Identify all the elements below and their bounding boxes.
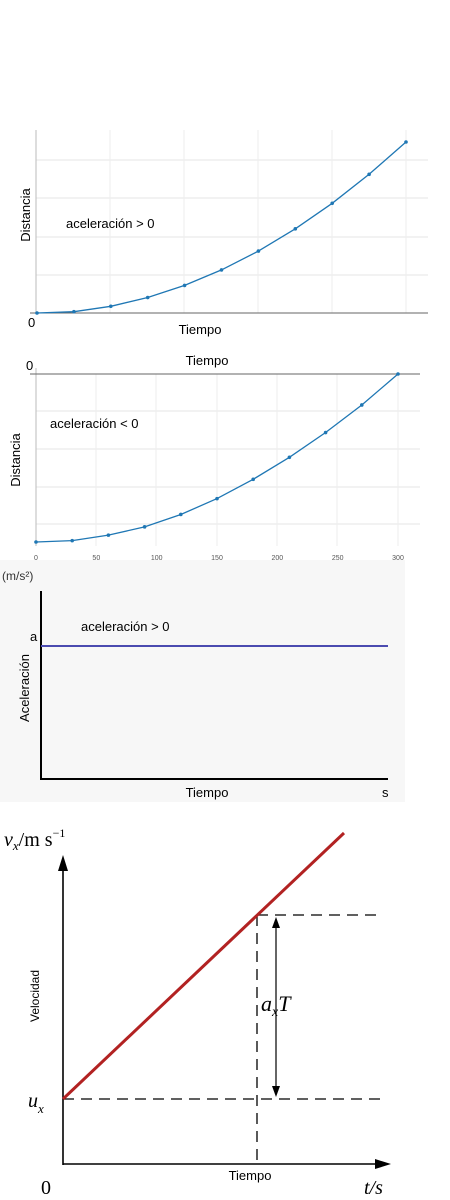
chart4-series-line bbox=[61, 831, 346, 1101]
chart3-background bbox=[0, 560, 405, 802]
chart2-xlabel: Tiempo bbox=[186, 353, 229, 368]
chart2-point bbox=[215, 496, 219, 501]
chart-distance-positive: 0 Tiempo Distancia aceleración > 0 bbox=[18, 130, 428, 337]
chart4-intercept-var: u bbox=[28, 1090, 38, 1112]
chart4-y-unit-sub: x bbox=[12, 838, 19, 853]
chart1-ylabel: Distancia bbox=[18, 187, 33, 241]
chart4-x-unit: t/s bbox=[364, 1177, 383, 1199]
chart3-xlabel: Tiempo bbox=[186, 785, 229, 800]
chart4-intercept-sub: x bbox=[37, 1101, 44, 1116]
chart1-grid bbox=[36, 130, 428, 313]
chart2-x-tick-label: 200 bbox=[271, 555, 283, 562]
chart4-delta-var: a bbox=[261, 991, 272, 1016]
chart2-annotation: aceleración < 0 bbox=[50, 416, 139, 431]
chart2-point bbox=[287, 455, 292, 460]
chart1-point bbox=[35, 311, 39, 315]
chart4-x-arrow bbox=[375, 1159, 391, 1169]
chart-acceleration-constant: (m/s²) a aceleración > 0 Aceleración Tie… bbox=[0, 560, 405, 802]
chart1-point bbox=[367, 172, 371, 177]
chart2-point bbox=[251, 477, 255, 482]
chart4-y-arrow bbox=[58, 855, 68, 871]
chart2-point bbox=[179, 512, 183, 517]
chart2-grid bbox=[36, 374, 420, 546]
chart1-xlabel: Tiempo bbox=[179, 322, 222, 337]
chart4-delta-sub: x bbox=[271, 1005, 279, 1020]
chart2-point bbox=[360, 403, 364, 407]
chart3-annotation: aceleración > 0 bbox=[81, 619, 170, 634]
chart1-point bbox=[145, 295, 150, 300]
chart4-origin-label: 0 bbox=[41, 1177, 51, 1199]
chart4-intercept-label: ux bbox=[28, 1090, 44, 1116]
chart3-y-unit: (m/s²) bbox=[2, 569, 33, 583]
chart1-point bbox=[256, 249, 261, 253]
chart1-point bbox=[293, 227, 298, 231]
chart3-a-marker: a bbox=[30, 629, 38, 644]
chart4-delta-label: axT bbox=[261, 991, 292, 1020]
chart2-ylabel: Distancia bbox=[8, 432, 23, 486]
chart3-ylabel: Aceleración bbox=[17, 654, 32, 722]
chart4-y-unit-rest: /m s bbox=[19, 829, 53, 851]
chart2-point bbox=[70, 538, 74, 543]
chart1-point bbox=[109, 304, 113, 309]
chart2-point bbox=[106, 533, 111, 537]
chart4-y-unit-exp: −1 bbox=[53, 826, 66, 840]
chart2-x-tick-label: 50 bbox=[92, 555, 100, 562]
chart4-delta-arrow-top bbox=[272, 917, 280, 928]
chart1-origin-label: 0 bbox=[28, 315, 35, 330]
chart4-ylabel: Velocidad bbox=[28, 970, 42, 1022]
chart4-y-unit-var: v bbox=[4, 829, 13, 851]
chart1-point bbox=[330, 201, 335, 206]
chart2-x-tick-label: 150 bbox=[211, 555, 223, 562]
chart2-point bbox=[142, 525, 147, 529]
chart1-annotation: aceleración > 0 bbox=[66, 216, 155, 231]
chart4-xlabel: Tiempo bbox=[229, 1168, 272, 1183]
chart2-points bbox=[34, 372, 400, 544]
chart-distance-negative: 0 50 100 150 200 250 300 0 Tiempo Distancia ac… bbox=[8, 353, 420, 562]
chart2-x-ticks: 0 50 100 150 200 250 300 bbox=[34, 555, 404, 562]
chart2-x-tick-label: 250 bbox=[332, 555, 344, 562]
chart1-point bbox=[404, 140, 408, 144]
chart2-x-tick-label: 300 bbox=[392, 555, 404, 562]
chart1-point bbox=[72, 309, 76, 314]
chart2-point bbox=[396, 372, 400, 376]
chart4-delta-arrow-bottom bbox=[272, 1086, 280, 1097]
chart1-point bbox=[219, 268, 224, 272]
chart2-x-tick-label: 100 bbox=[151, 555, 163, 562]
chart1-points bbox=[35, 140, 408, 315]
chart2-point bbox=[34, 540, 38, 544]
chart2-point bbox=[323, 430, 328, 435]
chart4-delta-rest: T bbox=[278, 991, 292, 1016]
chart4-y-unit: vx/m s−1 bbox=[4, 826, 65, 853]
chart3-x-unit: s bbox=[382, 785, 389, 800]
chart2-origin-label: 0 bbox=[26, 358, 33, 373]
chart2-x-tick-label: 0 bbox=[34, 555, 38, 562]
chart-velocity-linear: vx/m s−1 axT ux Velocidad Tiempo 0 t/s bbox=[4, 826, 391, 1199]
chart1-point bbox=[182, 283, 187, 288]
